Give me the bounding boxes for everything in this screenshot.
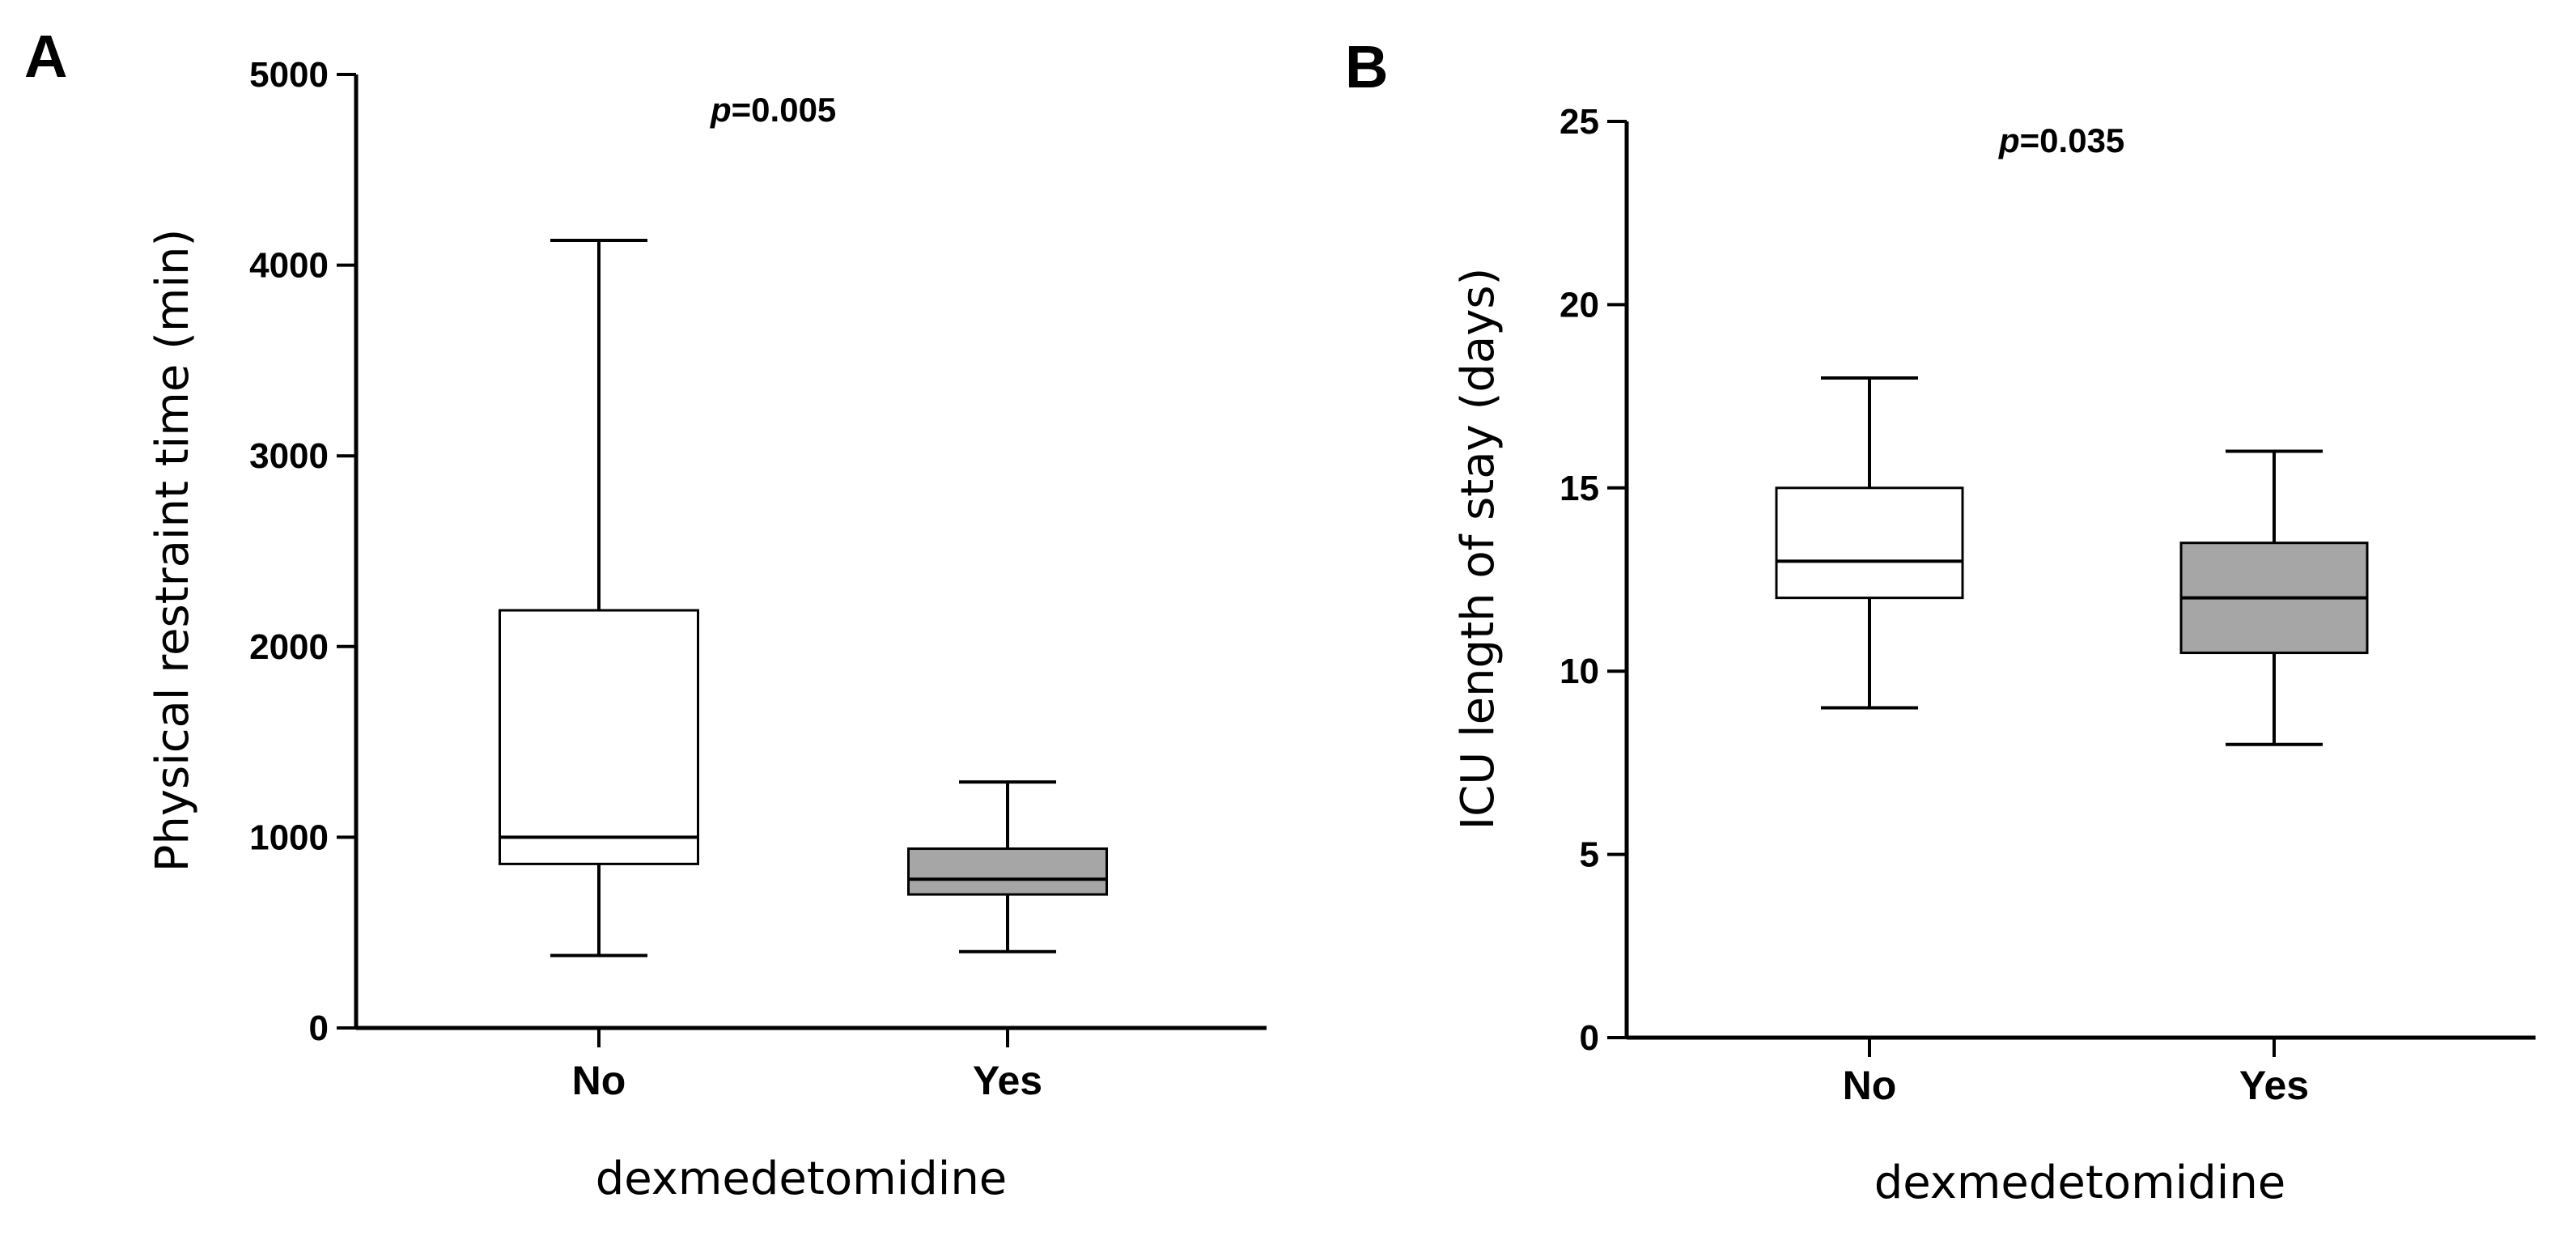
p-symbol: p bbox=[1998, 121, 2020, 159]
y-tick-label: 15 bbox=[1560, 469, 1599, 508]
box-no bbox=[499, 609, 699, 865]
y-axis-title: ICU length of stay (days) bbox=[1452, 268, 1504, 830]
y-tick-label: 0 bbox=[1580, 1018, 1599, 1058]
panel-a: A 0 1000 2000 3000 4000 5000 No Yes p=0.005 Physic… bbox=[24, 23, 1267, 1205]
p-value-annotation: p=0.005 bbox=[710, 91, 836, 129]
y-tick-label: 5000 bbox=[249, 55, 329, 95]
p-value-annotation: p=0.035 bbox=[1998, 121, 2124, 159]
y-tick-label: 3000 bbox=[249, 436, 329, 476]
x-tick-label: No bbox=[572, 1058, 626, 1103]
x-tick-label: Yes bbox=[973, 1058, 1042, 1103]
y-tick-label: 0 bbox=[309, 1009, 329, 1048]
y-tick-label: 10 bbox=[1560, 652, 1599, 691]
p-value: =0.005 bbox=[732, 91, 837, 129]
x-axis-title: dexmedetomidine bbox=[596, 1153, 1008, 1205]
panel-letter: B bbox=[1345, 33, 1388, 100]
box-yes bbox=[907, 847, 1108, 896]
p-value: =0.035 bbox=[2020, 121, 2125, 159]
y-axis-title: Physical restraint time (min) bbox=[146, 229, 199, 873]
x-tick-label: Yes bbox=[2239, 1063, 2309, 1108]
y-tick-label: 5 bbox=[1580, 835, 1599, 875]
x-tick-label: No bbox=[1843, 1063, 1897, 1108]
panel-b: B 0 5 10 15 20 25 No Yes p=0.035 ICU length of sta… bbox=[1345, 33, 2536, 1209]
y-tick-label: 25 bbox=[1560, 102, 1599, 142]
x-axis-title: dexmedetomidine bbox=[1874, 1157, 2286, 1209]
y-tick-label: 1000 bbox=[249, 817, 329, 857]
y-tick-label: 4000 bbox=[249, 246, 329, 286]
panel-letter: A bbox=[24, 23, 67, 90]
p-symbol: p bbox=[710, 91, 732, 129]
box-no bbox=[1775, 486, 1964, 600]
y-tick-label: 20 bbox=[1560, 285, 1599, 325]
y-tick-label: 2000 bbox=[249, 627, 329, 667]
